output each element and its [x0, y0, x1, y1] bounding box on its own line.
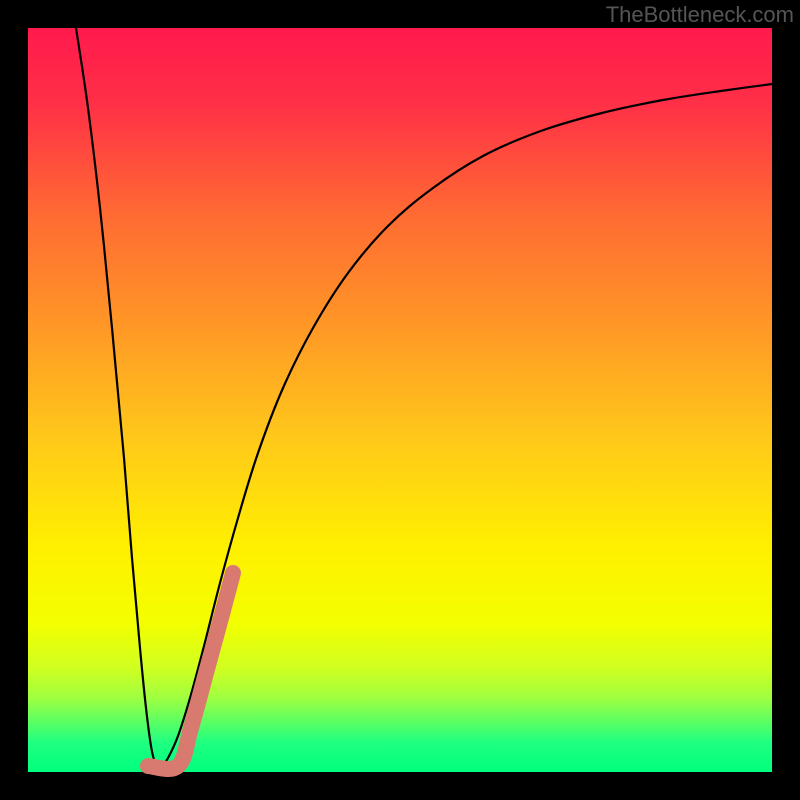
chart-svg	[0, 0, 800, 800]
attribution-text: TheBottleneck.com	[606, 0, 800, 28]
main-curve	[76, 28, 772, 768]
highlight-segment	[148, 573, 233, 769]
chart-canvas: TheBottleneck.com	[0, 0, 800, 800]
